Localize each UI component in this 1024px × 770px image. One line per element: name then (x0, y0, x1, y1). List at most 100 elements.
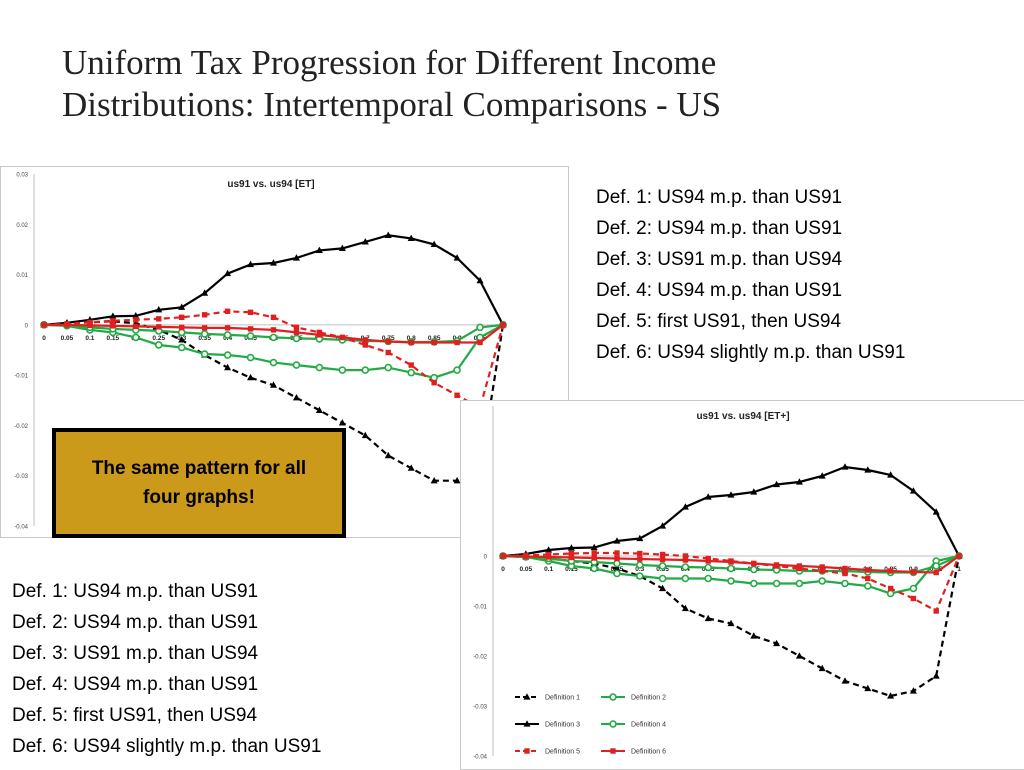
data-point (818, 664, 826, 672)
definition-item: Def. 6: US94 slightly m.p. than US91 (596, 342, 906, 363)
data-point (727, 491, 735, 498)
data-point (932, 508, 940, 515)
data-point (818, 472, 826, 479)
data-point (385, 338, 391, 345)
data-point (567, 544, 575, 551)
data-point (179, 314, 185, 321)
data-point (293, 324, 300, 331)
data-point (568, 550, 575, 557)
data-point (910, 569, 917, 575)
y-tick-label: -0.03 (473, 705, 487, 711)
data-point (247, 260, 255, 268)
data-point (200, 330, 209, 338)
data-point (819, 564, 825, 570)
data-point (591, 550, 597, 556)
definitions-list-left: Def. 1: US94 m.p. than US91 Def. 2: US94… (12, 576, 321, 762)
legend-label: Definition 5 (545, 749, 580, 756)
y-tick-label: -0.01 (14, 374, 28, 380)
data-point (247, 326, 254, 332)
data-point (292, 254, 300, 261)
data-point (772, 579, 781, 588)
data-point (453, 366, 461, 374)
data-point (361, 238, 369, 245)
legend-marker (609, 720, 617, 728)
data-point (818, 577, 827, 585)
data-point (362, 337, 368, 343)
data-point (545, 554, 552, 560)
x-tick-label: 0.1 (544, 566, 553, 573)
data-point (156, 324, 162, 330)
data-point (315, 406, 323, 413)
data-point (430, 476, 438, 484)
data-point (523, 553, 529, 560)
data-point (316, 332, 323, 338)
data-point (177, 343, 186, 352)
data-point (431, 379, 437, 386)
data-point (590, 564, 598, 573)
data-point (704, 574, 712, 583)
data-point (749, 565, 758, 574)
x-tick-label: 0.1 (85, 335, 94, 342)
data-point (454, 392, 460, 398)
data-point (842, 565, 848, 572)
legend-marker (524, 748, 530, 754)
series-line (43, 234, 504, 326)
data-point (223, 331, 232, 339)
data-point (682, 557, 689, 563)
data-point (637, 556, 643, 562)
y-tick-label: 0.02 (16, 223, 28, 229)
data-point (887, 568, 894, 574)
data-point (932, 562, 941, 570)
data-point (865, 567, 871, 573)
data-point (751, 560, 757, 567)
legend-marker (523, 693, 531, 700)
data-point (796, 563, 803, 569)
data-point (841, 463, 849, 470)
data-point (201, 312, 208, 318)
data-point (909, 584, 918, 593)
data-point (500, 553, 506, 559)
data-point (795, 652, 803, 659)
data-point (407, 234, 415, 241)
data-point (87, 322, 93, 329)
data-point (613, 537, 621, 544)
data-point (87, 319, 93, 326)
data-point (614, 555, 620, 562)
x-tick-label: 0 (42, 335, 46, 342)
data-point (636, 534, 644, 542)
data-point (407, 368, 416, 377)
data-point (659, 584, 667, 592)
data-point (361, 431, 369, 439)
data-point (224, 325, 231, 331)
data-point (339, 334, 346, 341)
slide-title: Uniform Tax Progression for Different In… (62, 42, 962, 126)
data-point (841, 579, 849, 588)
legend-label: Definition 3 (545, 722, 580, 729)
x-tick-label: 0.25 (152, 335, 165, 342)
data-point (132, 333, 140, 342)
data-point (41, 322, 47, 328)
data-point (64, 322, 70, 328)
series-2 (499, 552, 963, 598)
data-point (384, 451, 392, 459)
legend-label: Definition 4 (631, 722, 666, 729)
definition-item: Def. 3: US91 m.p. than US94 (596, 249, 843, 270)
data-point (178, 336, 186, 343)
data-point (636, 561, 644, 569)
y-tick-label: 0.03 (16, 173, 28, 179)
data-point (705, 558, 711, 564)
x-tick-label: 0.05 (61, 335, 74, 342)
callout-text: The same pattern for all four graphs! (91, 458, 307, 508)
data-point (338, 366, 347, 374)
data-point (887, 585, 894, 592)
y-tick-label: -0.04 (14, 525, 28, 531)
y-tick-label: 0 (25, 323, 29, 329)
data-point (842, 570, 848, 577)
data-point (385, 349, 391, 356)
data-point (750, 488, 758, 495)
data-point (773, 639, 781, 647)
data-point (727, 619, 735, 627)
definition-item: Def. 4: US94 m.p. than US91 (12, 674, 259, 695)
data-point (795, 579, 804, 588)
definition-item: Def. 4: US94 m.p. than US91 (596, 280, 843, 301)
